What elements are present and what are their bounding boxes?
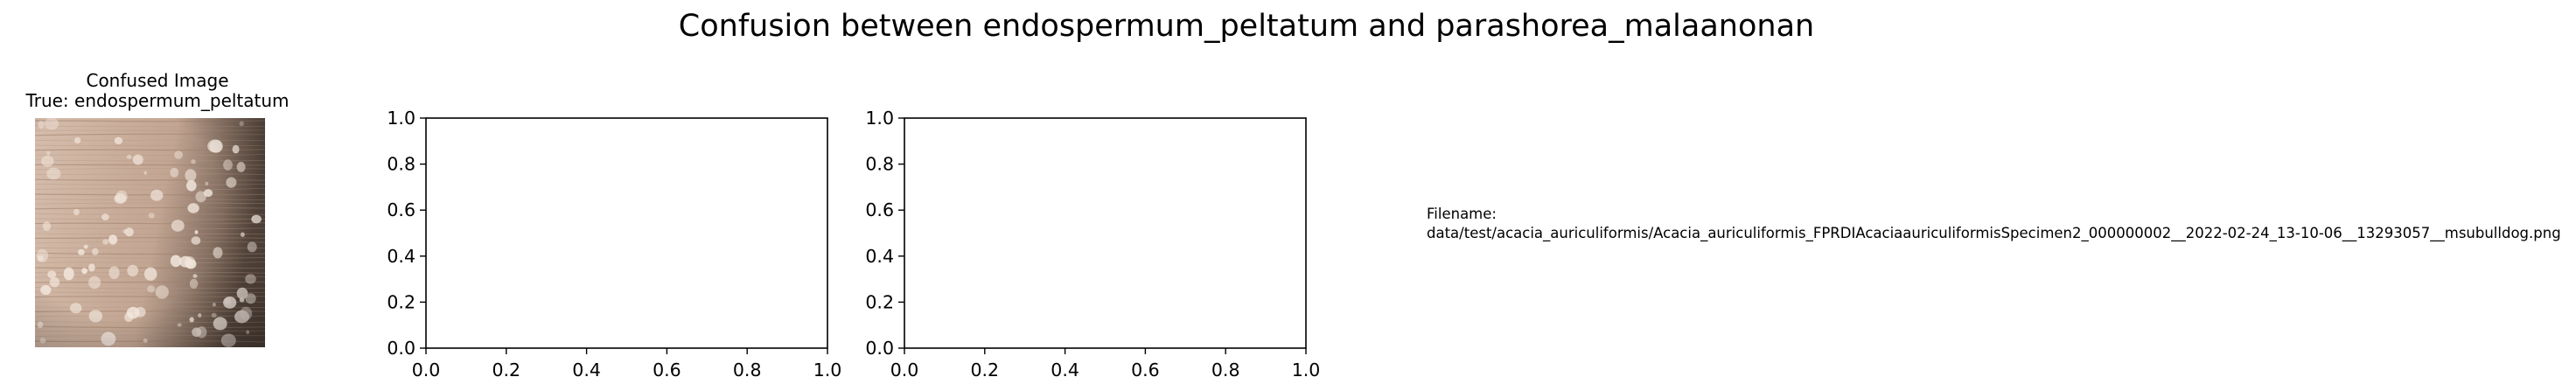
x-tick-label: 1.0 — [813, 360, 842, 381]
x-tick-label: 0.8 — [733, 360, 762, 381]
x-tick-label: 0.0 — [412, 360, 441, 381]
x-tick-label: 0.4 — [1051, 360, 1079, 381]
x-tick-label: 0.8 — [1211, 360, 1240, 381]
y-tick-label: 0.8 — [387, 154, 415, 175]
x-tick-label: 1.0 — [1292, 360, 1321, 381]
axes-2: 0.0 0.2 0.4 0.6 0.8 1.0 0.0 0.2 0.4 0.6 0.8 1.0 — [865, 108, 1321, 381]
y-tick-label: 1.0 — [387, 108, 415, 129]
y-tick-label: 0.4 — [387, 246, 415, 267]
filename-path: data/test/acacia_auriculiformis/Acacia_a… — [1427, 225, 2561, 241]
y-tick-label: 1.0 — [865, 108, 894, 129]
y-tick-label: 0.6 — [865, 199, 894, 220]
x-tick-label: 0.6 — [1131, 360, 1160, 381]
y-tick-label: 0.4 — [865, 246, 894, 267]
y-tick-label: 0.0 — [865, 338, 894, 359]
wood-texture-image — [35, 118, 265, 347]
x-tick-label: 0.4 — [572, 360, 601, 381]
x-tick-label: 0.6 — [653, 360, 681, 381]
x-tick-label: 0.0 — [890, 360, 919, 381]
filename-panel: Filename: data/test/acacia_auriculiformi… — [1427, 205, 2561, 243]
image-panel-title-line2: True: endospermum_peltatum — [25, 90, 290, 111]
x-tick-label: 0.2 — [970, 360, 999, 381]
y-tick-label: 0.8 — [865, 154, 894, 175]
y-tick-label: 0.0 — [387, 338, 415, 359]
axes-1: 0.0 0.2 0.4 0.6 0.8 1.0 0.0 0.2 0.4 0.6 0.8 1.0 — [387, 108, 842, 381]
axes-frame — [904, 117, 1307, 349]
x-tick-label: 0.2 — [492, 360, 520, 381]
y-tick-label: 0.2 — [865, 291, 894, 312]
image-panel-title-line1: Confused Image — [86, 70, 229, 91]
filename-label: Filename: — [1427, 206, 1497, 222]
figure-suptitle: Confusion between endospermum_peltatum a… — [678, 9, 1815, 44]
y-tick-label: 0.2 — [387, 291, 415, 312]
axes-frame — [425, 117, 828, 349]
y-tick-label: 0.6 — [387, 199, 415, 220]
